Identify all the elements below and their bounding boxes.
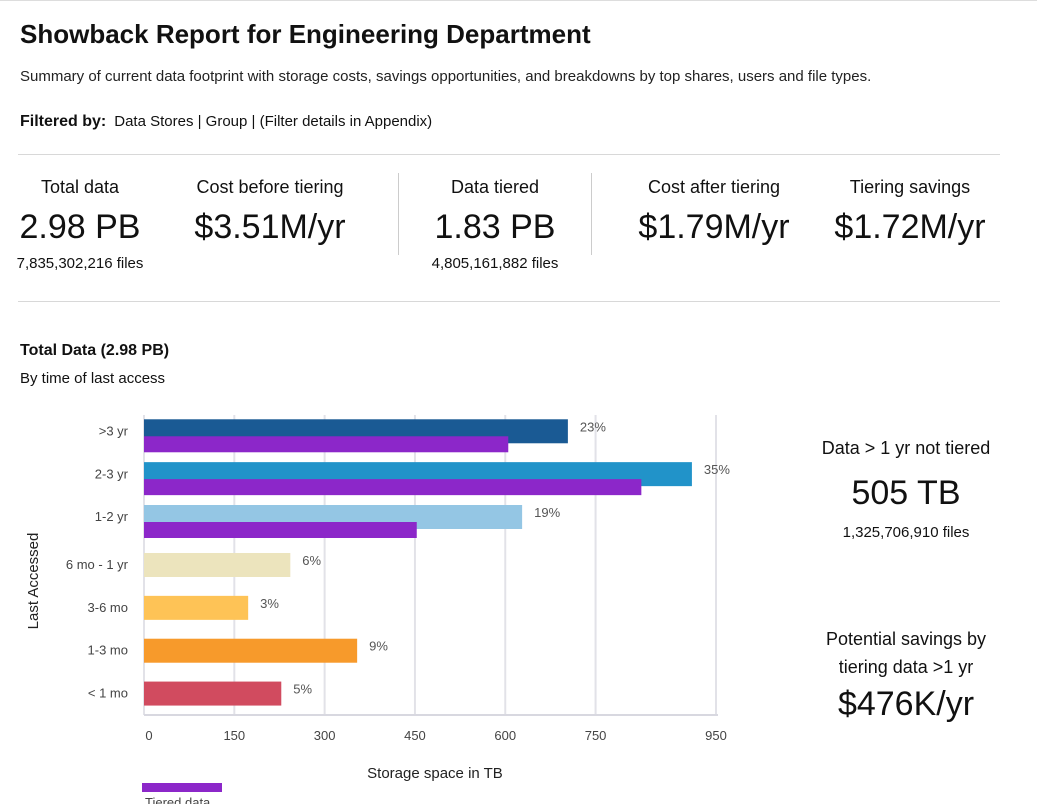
x-tick-label: 450 [404, 728, 426, 743]
chart-subtitle: By time of last access [20, 370, 166, 387]
divider [18, 301, 1000, 302]
page-title: Showback Report for Engineering Departme… [20, 19, 591, 49]
y-tick-label: 2-3 yr [95, 466, 129, 481]
y-tick-label: 1-2 yr [95, 509, 129, 524]
bar-data-label: 6% [302, 553, 321, 568]
x-tick-label: 600 [494, 728, 516, 743]
kpi-value: 1.83 PB [434, 208, 556, 246]
bar-total [144, 595, 249, 620]
kpi-value: $3.51M/yr [194, 208, 346, 246]
y-tick-label: 6 mo - 1 yr [66, 557, 129, 572]
bar-data-label: 3% [260, 596, 279, 611]
kpi-value: $1.79M/yr [638, 208, 790, 246]
chart-title: Total Data (2.98 PB) [20, 342, 170, 359]
savings-value: $476K/yr [837, 685, 975, 723]
bar-data-label: 5% [293, 682, 312, 697]
y-tick-label: 1-3 mo [88, 643, 128, 658]
x-tick-label: 150 [223, 728, 245, 743]
bar-data-label: 35% [704, 462, 730, 477]
filter-summary: Filtered by: Data Stores | Group | (Filte… [20, 113, 432, 131]
bar-tiered [144, 522, 417, 538]
page-subtitle: Summary of current data footprint with s… [20, 68, 872, 85]
kpi-label: Cost before tiering [196, 177, 344, 197]
divider [18, 154, 1000, 155]
kpi-cost-after: Cost after tiering $1.79M/yr [614, 177, 814, 247]
y-tick-label: < 1 mo [88, 686, 128, 701]
divider [591, 173, 592, 255]
kpi-label: Total data [40, 177, 120, 197]
kpi-data-tiered: Data tiered 1.83 PB 4,805,161,882 files [410, 177, 580, 272]
bar-total [144, 638, 358, 663]
kpi-cost-before: Cost before tiering $3.51M/yr [170, 177, 370, 247]
legend-label-tiered: Tiered data [145, 795, 211, 804]
not-tiered-value: 505 TB [851, 474, 961, 512]
bar-data-label: 9% [369, 639, 388, 654]
kpi-total-data: Total data 2.98 PB 7,835,302,216 files [0, 177, 160, 272]
filter-text: Data Stores | Group | (Filter details in… [114, 113, 433, 130]
y-tick-label: 3-6 mo [88, 600, 128, 615]
bar-total [144, 681, 282, 706]
x-tick-label: 300 [314, 728, 336, 743]
bar-data-label: 19% [534, 505, 560, 520]
not-tiered-label: Data > 1 yr not tiered [821, 438, 991, 458]
x-tick-label: 0 [145, 728, 152, 743]
bar-total [144, 553, 291, 577]
kpi-value: 2.98 PB [19, 208, 141, 246]
bar-data-label: 23% [580, 419, 606, 434]
kpi-label: Tiering savings [849, 177, 971, 197]
savings-label: Potential savings by tiering data >1 yr [825, 629, 987, 677]
kpi-label: Cost after tiering [647, 177, 781, 197]
x-tick-label: 950 [705, 728, 727, 743]
kpi-value: $1.72M/yr [834, 208, 986, 246]
filter-label: Filtered by: [20, 113, 107, 130]
kpi-files: 7,835,302,216 files [16, 255, 144, 272]
kpi-label: Data tiered [450, 177, 540, 197]
kpi-files: 4,805,161,882 files [431, 255, 559, 272]
not-tiered-files: 1,325,706,910 files [842, 524, 970, 541]
y-axis-label: Last Accessed [25, 533, 42, 630]
x-tick-label: 750 [585, 728, 607, 743]
kpi-tiering-savings: Tiering savings $1.72M/yr [815, 177, 1005, 247]
last-accessed-chart: 0 150 300 450 600 750 950 23% >3 yr 35% 2-3 yr 19% 1… [25, 415, 730, 804]
bar-tiered [144, 479, 642, 496]
legend-swatch-tiered [142, 783, 222, 792]
x-axis-label: Storage space in TB [367, 765, 503, 782]
bar-tiered [144, 436, 509, 453]
divider [398, 173, 399, 255]
y-tick-label: >3 yr [99, 423, 129, 438]
